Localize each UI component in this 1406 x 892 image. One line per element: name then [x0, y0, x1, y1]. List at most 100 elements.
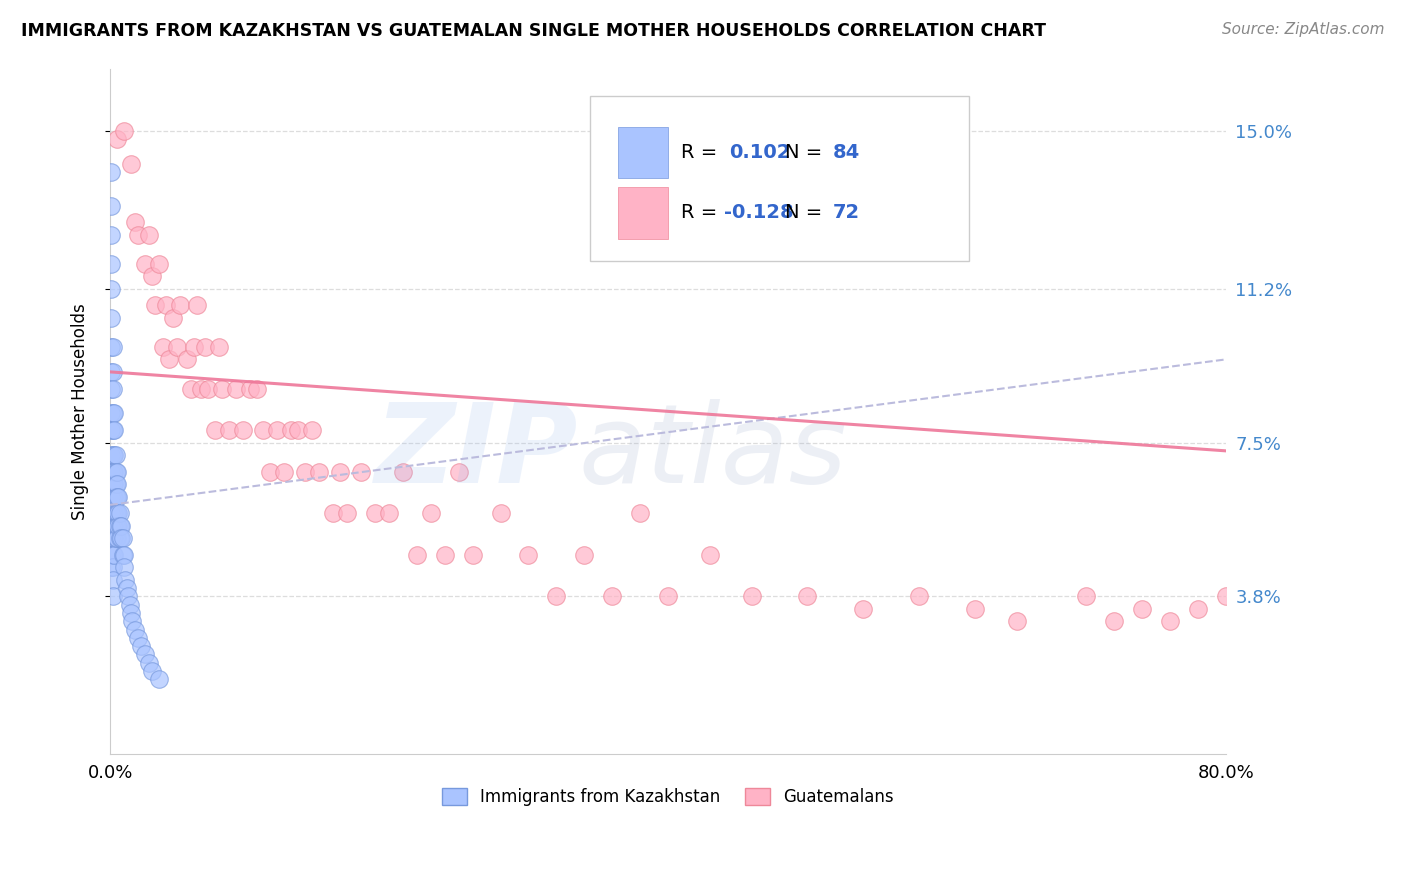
- Point: [111, 531, 134, 545]
- FancyBboxPatch shape: [589, 96, 969, 260]
- Point: [138, 227, 160, 242]
- Point: [600, 589, 623, 603]
- Text: N =: N =: [785, 203, 823, 222]
- Point: [963, 601, 986, 615]
- Point: [100, 257, 122, 271]
- Point: [266, 423, 288, 437]
- Point: [120, 157, 142, 171]
- Text: ZIP: ZIP: [375, 399, 579, 506]
- Point: [741, 589, 763, 603]
- Point: [105, 531, 128, 545]
- Point: [157, 352, 180, 367]
- Point: [419, 506, 441, 520]
- Point: [176, 352, 198, 367]
- Point: [103, 531, 125, 545]
- Point: [100, 465, 122, 479]
- Point: [112, 124, 135, 138]
- Point: [103, 518, 125, 533]
- Point: [101, 382, 124, 396]
- Point: [118, 598, 141, 612]
- Point: [245, 382, 267, 396]
- Point: [104, 465, 127, 479]
- Point: [208, 340, 231, 354]
- Point: [103, 477, 125, 491]
- Point: [169, 298, 191, 312]
- Point: [101, 548, 124, 562]
- Point: [100, 423, 122, 437]
- Point: [259, 465, 281, 479]
- Point: [699, 548, 721, 562]
- Point: [101, 589, 124, 603]
- Point: [107, 518, 129, 533]
- Text: N =: N =: [785, 143, 823, 161]
- Point: [100, 310, 122, 325]
- Point: [204, 423, 226, 437]
- Point: [155, 298, 177, 312]
- Y-axis label: Single Mother Households: Single Mother Households: [72, 303, 89, 520]
- Point: [180, 382, 202, 396]
- Text: atlas: atlas: [579, 399, 848, 506]
- Point: [218, 423, 240, 437]
- Point: [166, 340, 188, 354]
- Point: [108, 531, 131, 545]
- Point: [301, 423, 323, 437]
- Point: [107, 490, 129, 504]
- Point: [447, 465, 470, 479]
- Point: [796, 589, 818, 603]
- Point: [105, 477, 128, 491]
- Point: [112, 548, 135, 562]
- Point: [1102, 614, 1125, 628]
- Point: [104, 506, 127, 520]
- Point: [101, 340, 124, 354]
- Point: [546, 589, 568, 603]
- Point: [148, 257, 170, 271]
- Point: [232, 423, 254, 437]
- Text: -0.128: -0.128: [724, 203, 793, 222]
- Point: [129, 639, 152, 653]
- Point: [124, 215, 146, 229]
- Point: [100, 548, 122, 562]
- Point: [141, 269, 163, 284]
- Point: [461, 548, 484, 562]
- Point: [1130, 601, 1153, 615]
- Point: [183, 340, 205, 354]
- Point: [105, 506, 128, 520]
- Point: [238, 382, 260, 396]
- Point: [287, 423, 309, 437]
- Point: [294, 465, 316, 479]
- Point: [190, 382, 212, 396]
- Point: [103, 407, 125, 421]
- Point: [100, 531, 122, 545]
- Point: [104, 531, 127, 545]
- Point: [152, 340, 174, 354]
- Point: [628, 506, 651, 520]
- Point: [108, 506, 131, 520]
- Point: [134, 648, 156, 662]
- Point: [103, 548, 125, 562]
- Point: [1076, 589, 1098, 603]
- Point: [100, 477, 122, 491]
- Point: [101, 560, 124, 574]
- Point: [101, 407, 124, 421]
- Point: [103, 465, 125, 479]
- Bar: [617, 187, 668, 238]
- Point: [127, 227, 149, 242]
- Point: [100, 165, 122, 179]
- Point: [273, 465, 295, 479]
- Point: [105, 465, 128, 479]
- Point: [105, 518, 128, 533]
- Point: [908, 589, 931, 603]
- Point: [141, 664, 163, 678]
- Point: [112, 560, 135, 574]
- Point: [392, 465, 415, 479]
- Point: [378, 506, 401, 520]
- Point: [517, 548, 540, 562]
- Point: [329, 465, 352, 479]
- Point: [103, 506, 125, 520]
- Point: [406, 548, 429, 562]
- Point: [148, 673, 170, 687]
- Point: [186, 298, 208, 312]
- Point: [100, 382, 122, 396]
- Text: IMMIGRANTS FROM KAZAKHSTAN VS GUATEMALAN SINGLE MOTHER HOUSEHOLDS CORRELATION CH: IMMIGRANTS FROM KAZAKHSTAN VS GUATEMALAN…: [21, 22, 1046, 40]
- Point: [100, 340, 122, 354]
